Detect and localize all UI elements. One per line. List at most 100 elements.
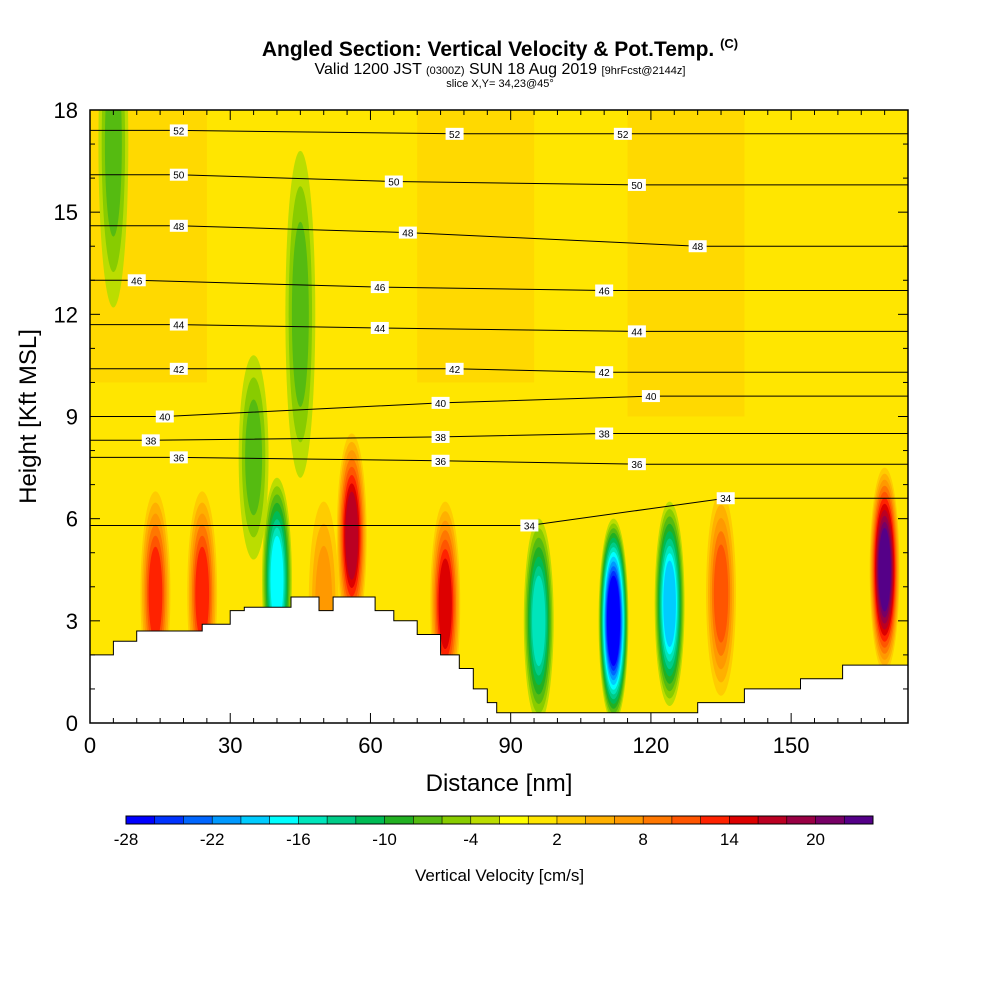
colorbar-swatch <box>528 816 558 824</box>
chart-title-main: Angled Section: Vertical Velocity & Pot.… <box>261 38 715 61</box>
colorbar-tick-label: -10 <box>372 830 397 849</box>
theta-label-bg <box>613 127 632 140</box>
velocity-cell-band <box>195 546 210 641</box>
colorbar-swatch <box>643 816 673 824</box>
theta-contour-label: 50 <box>388 178 400 189</box>
colorbar-swatch <box>844 816 874 824</box>
x-tick-label: 0 <box>84 733 96 758</box>
theta-contour-label: 38 <box>599 430 611 441</box>
colorbar-swatch <box>442 816 472 824</box>
colorbar-swatch <box>240 816 271 824</box>
theta-contour-labels: 34 34 36 36 36 38 38 38 40 40 40 42 42 42 44 44 44 46 46 46… <box>127 124 735 532</box>
colorbar-swatch <box>585 816 615 824</box>
subtitle-date: SUN 18 Aug 2019 <box>468 61 598 78</box>
x-tick-label: 120 <box>633 733 670 758</box>
velocity-cell <box>869 467 900 672</box>
theta-label-bg <box>595 284 614 297</box>
theta-contour-label: 44 <box>173 321 185 332</box>
theta-contour-label: 42 <box>173 365 185 376</box>
theta-label-bg <box>445 362 464 375</box>
colorbar-title: Vertical Velocity [cm/s] <box>415 866 584 885</box>
colorbar-tick-label: -16 <box>286 830 311 849</box>
y-tick-label: 12 <box>54 302 78 327</box>
theta-contour-label: 36 <box>435 457 447 468</box>
velocity-cell <box>336 433 367 638</box>
chart-subtitle: Valid 1200 JST (0300Z) SUN 18 Aug 2019 [… <box>0 61 1000 79</box>
colorbar-swatch <box>729 816 759 824</box>
colorbar-tick-label: -28 <box>114 830 139 849</box>
velocity-cell <box>238 355 269 560</box>
velocity-cell <box>706 491 736 696</box>
colorbar-tick-label: -4 <box>463 830 478 849</box>
theta-contour-label: 34 <box>524 521 536 532</box>
colorbar-swatch <box>384 816 414 824</box>
theta-label-bg <box>431 454 450 467</box>
theta-label-bg <box>716 492 735 505</box>
velocity-band <box>627 110 745 417</box>
theta-contour-label: 46 <box>374 283 386 294</box>
colorbar-swatch <box>614 816 644 824</box>
velocity-cell-band <box>713 544 729 643</box>
theta-contour-label: 40 <box>645 392 657 403</box>
y-tick-label: 3 <box>66 609 78 634</box>
theta-label-bg <box>445 127 464 140</box>
velocity-cell-band <box>148 546 163 641</box>
theta-label-bg <box>398 226 417 239</box>
theta-label-bg <box>169 124 188 137</box>
velocity-cell <box>654 501 685 706</box>
colorbar-swatch <box>355 816 386 824</box>
velocity-cell <box>98 110 129 308</box>
theta-label-bg <box>169 219 188 232</box>
velocity-cell-band <box>345 491 359 580</box>
colorbar-tick-label: 8 <box>638 830 647 849</box>
subtitle-utc-time: (0300Z) <box>426 65 465 77</box>
theta-label-bg <box>627 458 646 471</box>
colorbar-tick-label: 14 <box>720 830 739 849</box>
theta-label-bg <box>384 175 403 188</box>
colorbar-swatch <box>758 816 788 824</box>
colorbar-swatch <box>183 816 213 824</box>
colorbar-swatch <box>815 816 845 824</box>
theta-contour-label: 50 <box>173 171 185 182</box>
y-tick-label: 6 <box>66 507 78 532</box>
velocity-cell-band <box>245 399 263 516</box>
theta-contour-label: 44 <box>374 324 386 335</box>
theta-contour-label: 50 <box>631 181 643 192</box>
colorbar-swatch <box>327 816 357 824</box>
colorbar: -28 -22 -16 -10 -4 2 8 14 20 Vertical Velocity [c… <box>114 815 874 885</box>
velocity-cell <box>598 518 629 723</box>
theta-contour-label: 48 <box>692 242 704 253</box>
y-tick-label: 18 <box>54 98 78 123</box>
y-tick-label: 15 <box>54 200 78 225</box>
theta-label-bg <box>627 178 646 191</box>
velocity-cell-band <box>663 560 676 647</box>
theta-label-bg <box>688 240 707 253</box>
colorbar-swatch <box>671 816 702 824</box>
theta-label-bg <box>370 321 389 334</box>
colorbar-swatch <box>556 816 587 824</box>
theta-label-bg <box>169 318 188 331</box>
theta-contour-label: 44 <box>631 327 643 338</box>
colorbar-swatch <box>126 816 156 824</box>
theta-contour-label: 52 <box>617 130 629 141</box>
theta-contour-label: 52 <box>173 126 185 137</box>
theta-label-bg <box>641 390 660 403</box>
colorbar-swatch <box>298 816 328 824</box>
colorbar-tick-label: 2 <box>552 830 561 849</box>
theta-label-bg <box>595 366 614 379</box>
colorbar-swatch <box>154 816 184 824</box>
x-axis-title: Distance [nm] <box>426 770 573 797</box>
colorbar-tick-label: 20 <box>806 830 825 849</box>
velocity-cell-band <box>270 535 284 625</box>
velocity-cell-band <box>438 558 452 650</box>
terrain <box>90 596 908 723</box>
y-tick-label: 0 <box>66 711 78 736</box>
slice-info: slice X,Y= 34,23@45° <box>446 78 554 90</box>
x-tick-label: 60 <box>358 733 382 758</box>
theta-contour-label: 46 <box>599 286 611 297</box>
y-axis-title: Height [Kft MSL] <box>15 329 42 504</box>
theta-contour-label: 52 <box>449 130 461 141</box>
colorbar-swatch <box>499 816 529 824</box>
